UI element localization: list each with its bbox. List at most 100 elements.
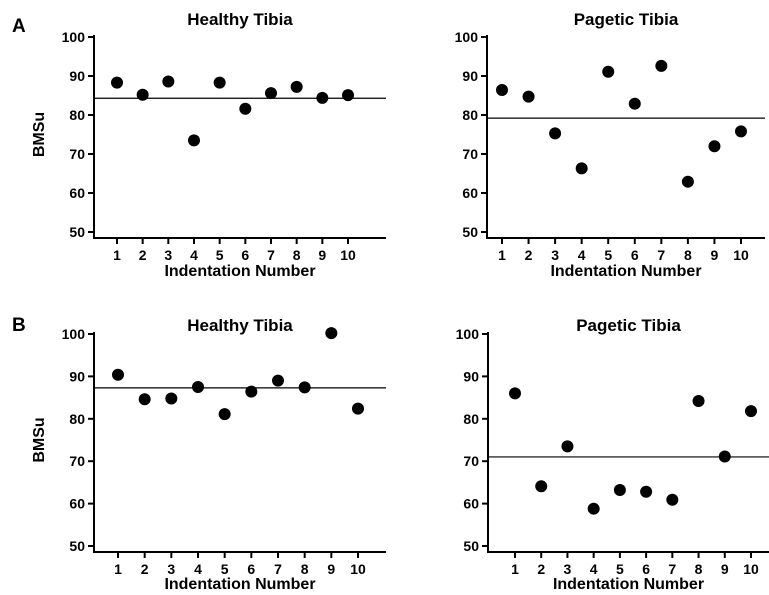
x-tick-label: 8 <box>695 561 703 577</box>
y-tick-label: 70 <box>69 146 85 162</box>
x-tick-label: 9 <box>318 247 326 263</box>
data-point <box>239 102 252 115</box>
x-axis-label: Indentation Number <box>164 576 315 593</box>
x-tick-label: 10 <box>350 561 366 577</box>
data-point <box>213 76 226 89</box>
chart-title: Healthy Tibia <box>187 316 293 335</box>
data-point <box>522 90 535 103</box>
data-point <box>138 393 151 406</box>
x-axis-label: Indentation Number <box>553 576 704 593</box>
x-tick-label: 9 <box>721 561 729 577</box>
chart-b-healthy: Healthy Tibia 50 60 70 80 90 100 1 2 3 4 5 6 7 8 9 10 Ind… <box>31 316 386 593</box>
x-tick-label: 1 <box>113 247 121 263</box>
y-tick-label: 90 <box>69 68 85 84</box>
data-point <box>162 75 175 88</box>
x-tick-label: 8 <box>301 561 309 577</box>
x-tick-label: 5 <box>604 247 612 263</box>
data-point <box>509 387 521 400</box>
y-tick-label: 100 <box>455 29 479 45</box>
x-tick-label: 6 <box>247 561 255 577</box>
data-point <box>342 89 354 102</box>
data-point <box>613 484 626 497</box>
x-tick-label: 6 <box>241 247 249 263</box>
y-tick-label: 50 <box>69 538 85 554</box>
x-tick-label: 10 <box>743 561 759 577</box>
x-tick-label: 10 <box>340 247 356 263</box>
y-tick-label: 80 <box>463 411 479 427</box>
data-point <box>640 485 653 498</box>
data-point <box>316 91 329 104</box>
y-tick-label: 60 <box>69 185 85 201</box>
y-tick-label: 60 <box>462 185 478 201</box>
x-tick-label: 2 <box>537 561 545 577</box>
data-point <box>745 405 757 418</box>
x-tick-label: 2 <box>139 247 147 263</box>
data-point <box>628 97 641 110</box>
y-tick-label: 90 <box>463 368 479 384</box>
y-tick-label: 100 <box>62 326 86 342</box>
y-tick-label: 50 <box>463 538 479 554</box>
data-point <box>325 327 338 340</box>
data-point <box>587 502 600 515</box>
x-tick-label: 3 <box>551 247 559 263</box>
data-point <box>265 87 277 100</box>
x-tick-label: 4 <box>194 561 202 577</box>
y-axis-label: BMSu <box>31 112 48 157</box>
chart-a-healthy: Healthy Tibia 50 60 70 80 90 100 1 2 3 4 5 6 7 8 9 10 Ind… <box>31 10 386 280</box>
data-point <box>666 493 679 506</box>
data-point <box>136 88 149 101</box>
data-point <box>111 76 123 89</box>
y-tick-label: 50 <box>69 224 85 240</box>
x-tick-label: 3 <box>564 561 572 577</box>
x-tick-label: 5 <box>616 561 624 577</box>
data-point <box>112 368 124 381</box>
y-axis-label: BMSu <box>31 417 48 462</box>
data-point <box>290 80 303 93</box>
x-tick-label: 3 <box>167 561 175 577</box>
x-tick-label: 7 <box>657 247 665 263</box>
y-tick-label: 80 <box>69 411 85 427</box>
x-tick-label: 10 <box>733 247 749 263</box>
x-tick-label: 9 <box>327 561 335 577</box>
x-tick-label: 7 <box>267 247 275 263</box>
x-tick-label: 5 <box>221 561 229 577</box>
y-tick-label: 50 <box>462 224 478 240</box>
data-point <box>655 59 668 72</box>
y-tick-label: 90 <box>462 68 478 84</box>
x-tick-label: 4 <box>590 561 598 577</box>
data-point <box>352 402 364 415</box>
x-tick-label: 6 <box>642 561 650 577</box>
x-tick-label: 2 <box>141 561 149 577</box>
x-tick-label: 4 <box>578 247 586 263</box>
x-tick-label: 9 <box>711 247 719 263</box>
x-tick-label: 6 <box>631 247 639 263</box>
data-point <box>496 84 508 97</box>
y-tick-label: 80 <box>462 107 478 123</box>
data-point <box>575 162 588 175</box>
y-tick-label: 90 <box>69 368 85 384</box>
data-point <box>245 385 258 398</box>
chart-title: Healthy Tibia <box>187 10 293 29</box>
x-tick-label: 1 <box>511 561 519 577</box>
data-point <box>188 134 200 147</box>
x-axis-label: Indentation Number <box>550 263 701 280</box>
x-tick-label: 8 <box>293 247 301 263</box>
y-tick-label: 70 <box>69 453 85 469</box>
data-point <box>692 394 705 407</box>
y-tick-label: 60 <box>463 496 479 512</box>
data-point <box>561 440 574 453</box>
x-tick-label: 7 <box>668 561 676 577</box>
data-point <box>298 381 311 394</box>
chart-a-pagetic: Pagetic Tibia 50 60 70 80 90 100 1 2 3 4 5 6 7 8 9 10 Ind… <box>455 10 765 280</box>
data-point <box>192 381 204 393</box>
data-point <box>165 392 178 405</box>
y-tick-label: 70 <box>463 453 479 469</box>
x-tick-label: 8 <box>684 247 692 263</box>
data-point <box>218 408 231 421</box>
chart-title: Pagetic Tibia <box>576 316 681 335</box>
y-tick-label: 60 <box>69 496 85 512</box>
data-point <box>602 65 615 78</box>
x-tick-label: 7 <box>274 561 282 577</box>
y-tick-label: 80 <box>69 107 85 123</box>
